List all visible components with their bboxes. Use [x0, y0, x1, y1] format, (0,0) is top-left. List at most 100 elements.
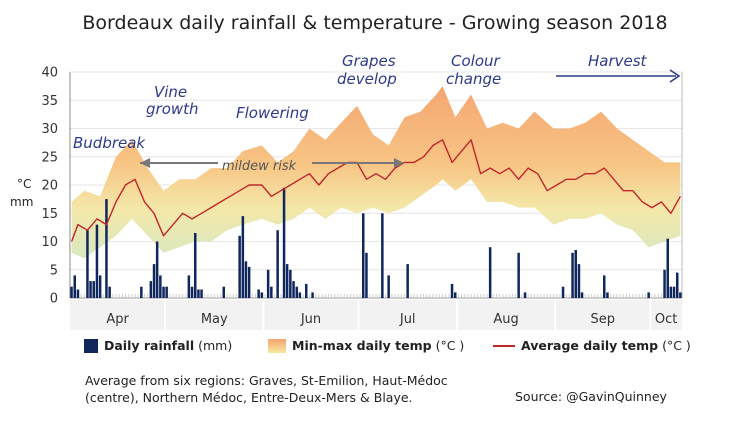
y-tick-label-10: 10 [41, 235, 58, 250]
month-label-May: May [201, 312, 228, 327]
legend-rainfall-label: Daily rainfall [104, 338, 195, 353]
rainfall-bar [517, 252, 520, 298]
harvest-arrow [556, 69, 681, 83]
rainfall-bar [571, 252, 574, 298]
mildew-arrow-left-head [140, 158, 150, 168]
month-label-Jun: Jun [300, 312, 321, 327]
legend-rainfall: Daily rainfall (mm) [84, 338, 232, 353]
legend-average-unit: (°C ) [662, 338, 691, 353]
temperature-range-area [71, 86, 681, 259]
rainfall-bar [76, 289, 80, 298]
y-tick-label-40: 40 [41, 66, 58, 81]
rainfall-bar [155, 241, 159, 298]
month-label-Sep: Sep [590, 312, 615, 327]
rainfall-bar [561, 286, 565, 298]
annotation-vine: Vine [154, 83, 187, 101]
month-label-Aug: Aug [493, 312, 518, 327]
temperature-range-layer [71, 86, 681, 259]
rainfall-bar [197, 289, 200, 298]
rainfall-bar [108, 286, 111, 298]
legend-average-label: Average daily temp [521, 338, 659, 353]
legend: Daily rainfall (mm) Min-max daily temp (… [0, 338, 750, 362]
annotation-grapes: Grapes [342, 52, 396, 70]
annotations-layer: Budbreak Vine growth Flowering Grapes de… [73, 52, 681, 174]
mildew-arrow-right-head [394, 158, 404, 168]
rainfall-bar [574, 250, 577, 298]
rainfall-bar [282, 187, 286, 298]
rainfall-bar [292, 281, 295, 298]
rainfall-bar [606, 292, 609, 298]
y-tick-label-0: 0 [50, 292, 58, 307]
rainfall-bar [305, 283, 308, 298]
x-axis: Apr May Jun Jul Aug Sep Oct [70, 294, 682, 330]
footnote-line-1: Average from six regions: Graves, St-Emi… [85, 373, 448, 388]
y-tick-label-35: 35 [41, 94, 58, 109]
y-unit-mm: mm [10, 195, 33, 209]
rainfall-bar [679, 292, 682, 298]
legend-range-label: Min-max daily temp [292, 338, 432, 353]
rainfall-bar [311, 292, 314, 298]
average-temp-layer [70, 139, 682, 242]
annotation-harvest: Harvest [588, 52, 648, 70]
rainfall-bar [140, 286, 143, 298]
y-tick-label-5: 5 [50, 263, 58, 278]
annotation-mildew-risk: mildew risk [222, 159, 297, 174]
rainfall-bar [406, 264, 409, 298]
rainfall-bar [105, 199, 108, 298]
rainfall-bar [98, 275, 102, 298]
rainfall-bar [257, 289, 260, 298]
rainfall-bar [187, 275, 191, 298]
rainfall-bar [488, 247, 492, 298]
rainfall-bar [241, 216, 245, 298]
legend-average: Average daily temp (°C ) [493, 338, 691, 353]
annotation-flowering: Flowering [236, 104, 309, 122]
rainfall-bar [365, 252, 368, 298]
rainfall-bar [244, 261, 248, 298]
footnote-line-2: (centre), Northern Médoc, Entre-Deux-Mer… [85, 390, 413, 405]
rainfall-bar [162, 286, 165, 298]
mildew-arrow [140, 158, 404, 168]
legend-rainfall-unit: (mm) [198, 338, 233, 353]
rainfall-bar [270, 286, 273, 298]
rainfall-bars [70, 187, 682, 299]
annotation-colour: Colour [451, 52, 501, 70]
rainfall-bar [238, 235, 241, 298]
chart-title: Bordeaux daily rainfall & temperature - … [82, 12, 668, 34]
rainfall-bar [276, 230, 279, 298]
rainfall-bar [362, 213, 365, 299]
rainfall-bar [73, 275, 76, 298]
rainfall-bar [580, 292, 584, 298]
rainfall-bar [149, 281, 153, 298]
legend-range: Min-max daily temp (°C ) [268, 338, 464, 353]
y-tick-label-20: 20 [41, 179, 58, 194]
source-credit: Source: @GavinQuinney [515, 389, 667, 404]
rainfall-bar [247, 266, 251, 298]
annotation-growth: growth [146, 100, 199, 118]
rainfall-bar [647, 292, 650, 298]
rainfall-bar [676, 272, 679, 298]
y-tick-label-25: 25 [41, 150, 58, 165]
rainfall-bar [603, 275, 606, 298]
y-tick-label-30: 30 [41, 122, 58, 137]
rainfall-bar [669, 286, 673, 298]
rainfall-bar [523, 292, 527, 298]
harvest-arrow-head [669, 69, 681, 83]
rainfall-bar [381, 213, 384, 299]
rainfall-bar [663, 269, 666, 299]
month-label-Oct: Oct [655, 312, 677, 327]
rainfall-bar [450, 283, 454, 298]
x-axis-band [70, 300, 682, 330]
rainfall-bar [70, 286, 73, 298]
annotation-budbreak: Budbreak [73, 134, 146, 152]
rainfall-bar [165, 286, 168, 298]
rainfall-bar [298, 292, 302, 298]
rainfall-bar [295, 286, 298, 298]
chart-svg: 0 5 10 15 20 25 30 35 40 Apr May Jun Jul Aug Sep Oct B… [10, 52, 683, 330]
legend-range-unit: (°C ) [435, 338, 465, 353]
rainfall-bar [194, 233, 197, 298]
rainfall-bar [190, 286, 194, 298]
rainfall-bar [285, 264, 289, 298]
month-label-Apr: Apr [106, 312, 129, 327]
rainfall-bar [672, 286, 676, 298]
y-tick-label-15: 15 [41, 207, 58, 222]
